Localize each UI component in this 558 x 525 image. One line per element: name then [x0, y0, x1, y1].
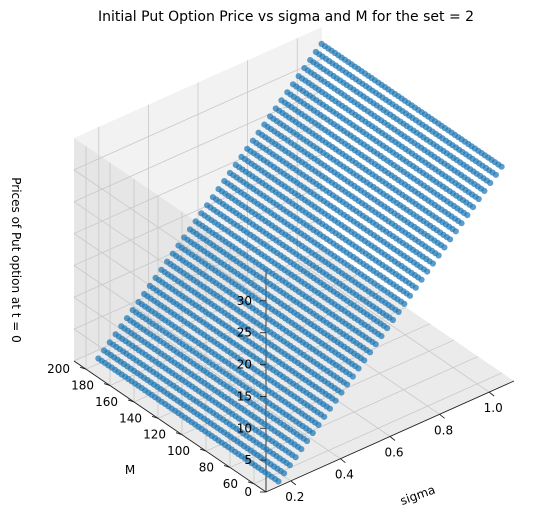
grid-line-x — [296, 260, 490, 393]
scatter-point — [492, 171, 499, 178]
x-tick-mark — [340, 458, 346, 464]
y-tick-label: 200 — [47, 362, 70, 376]
scatter-point — [441, 244, 448, 251]
scatter-point — [298, 446, 305, 453]
scatter-point — [303, 437, 311, 445]
y-axis-line — [73, 360, 267, 493]
scatter-point — [498, 163, 505, 170]
grid-line-z — [73, 201, 267, 334]
x-axis-label: sigma — [398, 482, 437, 508]
x-tick-label: 0.8 — [434, 423, 453, 437]
scatter-point — [275, 478, 282, 485]
scatter-point — [464, 212, 471, 219]
x-tick-mark — [488, 391, 495, 397]
y-tick-label: 80 — [199, 460, 214, 474]
scatter-point — [321, 413, 328, 420]
scatter-point — [452, 228, 459, 235]
scatter-point — [349, 373, 356, 380]
y-tick-label: 160 — [95, 395, 118, 409]
scatter-point — [366, 349, 374, 356]
scatter-point — [389, 316, 396, 324]
scatter-point — [361, 357, 368, 364]
z-tick-label: 20 — [237, 358, 252, 372]
z-tick-label: 15 — [237, 389, 252, 403]
x-tick-label: 0.2 — [285, 490, 304, 504]
y-axis-label: M — [125, 463, 135, 477]
scatter-point — [406, 292, 414, 299]
scatter-point — [292, 454, 299, 461]
y-tick-mark — [223, 465, 231, 468]
x-tick-mark — [290, 480, 297, 486]
x-tick-label: 1.0 — [484, 401, 503, 415]
z-tick-label: 0 — [244, 485, 252, 499]
y-tick-label: 180 — [71, 379, 94, 393]
scatter-point — [418, 276, 425, 283]
scatter-point — [378, 333, 385, 340]
scatter-point — [424, 268, 431, 275]
z-axis-label: Prices of Put option at t = 0 — [9, 177, 23, 343]
grid-line-x — [148, 327, 341, 460]
y-tick-mark — [151, 415, 159, 419]
scatter-point — [395, 308, 402, 315]
grid-line-z — [73, 169, 267, 302]
grid-line-z — [73, 265, 267, 397]
scatter-point — [481, 187, 488, 194]
scatter-point — [401, 300, 408, 307]
y-tick-mark — [79, 366, 87, 370]
scatter-point — [372, 341, 379, 348]
y-tick-label: 120 — [143, 428, 166, 442]
x-tick-label: 0.6 — [384, 446, 403, 460]
scatter-point — [332, 397, 339, 404]
x-tick-mark — [389, 436, 396, 441]
scatter-point — [384, 325, 391, 332]
scatter-point — [435, 252, 442, 259]
scatter-point — [326, 405, 333, 412]
scatter-point — [309, 429, 316, 437]
z-tick-label: 25 — [237, 326, 252, 340]
x-tick-label: 0.4 — [335, 468, 354, 482]
y-tick-label: 60 — [223, 477, 238, 491]
z-tick-label: 30 — [237, 294, 252, 308]
scatter-point — [315, 421, 322, 428]
scatter-points — [95, 40, 505, 485]
chart-title: Initial Put Option Price vs sigma and M … — [98, 9, 474, 25]
y-tick-label: 100 — [167, 444, 190, 458]
scatter-point — [281, 470, 288, 477]
scatter-point — [429, 260, 436, 267]
scatter-point — [286, 462, 293, 469]
scatter-point — [469, 204, 477, 211]
z-tick-label: 5 — [244, 453, 252, 467]
scatter-point — [338, 389, 345, 396]
y-tick-mark — [103, 383, 111, 386]
x-tick-mark — [439, 413, 445, 419]
y-tick-mark — [127, 399, 135, 403]
z-tick-label: 10 — [237, 421, 252, 435]
y-tick-label: 140 — [119, 411, 142, 425]
scatter-point — [475, 195, 482, 203]
grid-line-y — [253, 372, 503, 485]
y-tick-mark — [247, 481, 255, 485]
scatter-point — [447, 236, 454, 243]
scatter-point — [344, 381, 351, 388]
scatter-point — [412, 284, 419, 291]
scatter-point — [355, 365, 362, 372]
grid-line-z — [73, 122, 323, 234]
grid-line-z — [73, 58, 323, 171]
y-tick-mark — [199, 448, 207, 452]
y-tick-mark — [175, 432, 183, 436]
scatter-point — [487, 179, 494, 186]
scatter-point — [458, 220, 465, 227]
